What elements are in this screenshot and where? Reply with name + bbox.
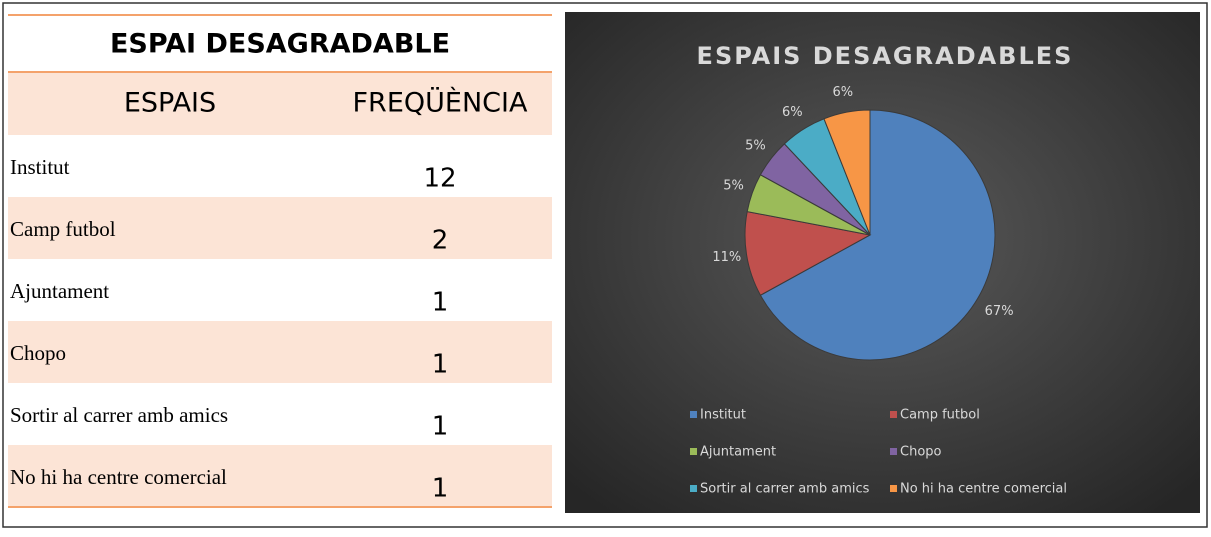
row-label: No hi ha centre comercial <box>10 465 227 489</box>
table: ESPAI DESAGRADABLE ESPAIS FREQÜÈNCIA Ins… <box>8 14 552 508</box>
data-label: 6% <box>782 105 803 120</box>
row-label: Chopo <box>10 341 66 365</box>
row-label: Institut <box>10 155 70 179</box>
pie-slice <box>744 210 872 296</box>
data-label: 67% <box>985 304 1014 319</box>
row-value: 1 <box>432 412 449 442</box>
row-value: 1 <box>432 350 449 380</box>
legend-label: Camp futbol <box>900 408 980 423</box>
data-label: 6% <box>833 85 854 100</box>
pie-slice <box>759 109 996 361</box>
row-value: 12 <box>423 164 456 194</box>
legend-label: Sortir al carrer amb amics <box>700 482 870 497</box>
legend-swatch <box>690 485 697 492</box>
table-title: ESPAI DESAGRADABLE <box>110 29 450 60</box>
row-label: Sortir al carrer amb amics <box>10 403 228 427</box>
row-label: Camp futbol <box>10 217 116 241</box>
frame <box>2 2 1208 528</box>
legend-label: Ajuntament <box>700 445 776 460</box>
column-header: FREQÜÈNCIA <box>353 87 528 119</box>
legend-swatch <box>890 448 897 455</box>
legend-label: No hi ha centre comercial <box>900 482 1067 497</box>
legend-label: Chopo <box>900 445 942 460</box>
legend-swatch <box>890 411 897 418</box>
row-label: Ajuntament <box>10 279 109 303</box>
legend-swatch <box>690 448 697 455</box>
data-label: 5% <box>723 178 744 193</box>
row-value: 1 <box>432 288 449 318</box>
data-label: 11% <box>712 250 741 265</box>
pie-slice <box>823 109 871 236</box>
legend-label: Institut <box>700 408 746 423</box>
row-bg <box>8 321 552 383</box>
legend-swatch <box>890 485 897 492</box>
legend-swatch <box>690 411 697 418</box>
row-bg <box>8 197 552 259</box>
row-bg <box>8 445 552 507</box>
data-label: 5% <box>745 139 766 154</box>
row-value: 1 <box>432 474 449 504</box>
header-bg <box>8 72 552 135</box>
column-header: ESPAIS <box>124 88 216 119</box>
chart-title: ESPAIS DESAGRADABLES <box>697 42 1074 70</box>
row-value: 2 <box>432 226 449 256</box>
